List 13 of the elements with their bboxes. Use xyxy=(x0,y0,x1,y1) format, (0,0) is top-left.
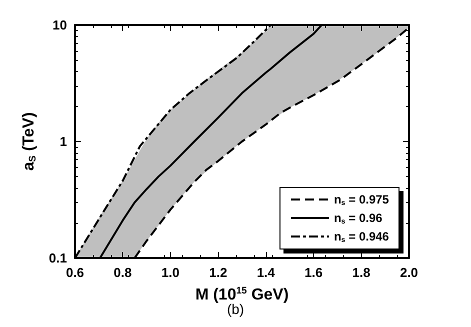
y-tick-label: 1 xyxy=(60,134,67,149)
x-tick-label: 0.6 xyxy=(66,265,84,280)
x-tick-label: 1.4 xyxy=(256,265,276,280)
text: (b) xyxy=(226,301,244,317)
y-axis-title: aS (TeV) xyxy=(20,112,39,171)
y-tick-label: 10 xyxy=(52,18,67,32)
x-tick-label: 1.8 xyxy=(352,265,370,280)
x-tick-label: 0.8 xyxy=(114,265,132,280)
x-tick-label: 1.0 xyxy=(161,265,180,280)
y-tick-label: 0.1 xyxy=(48,250,67,266)
x-tick-label: 1.2 xyxy=(209,265,228,280)
x-tick-label: 2.0 xyxy=(400,265,418,280)
x-tick-label: 1.6 xyxy=(304,265,323,280)
